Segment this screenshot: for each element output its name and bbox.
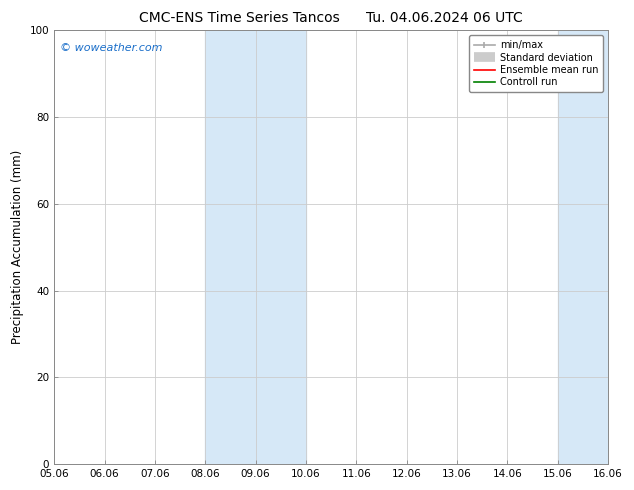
Bar [558, 30, 608, 464]
Bar [205, 30, 306, 464]
Title: CMC-ENS Time Series Tancos      Tu. 04.06.2024 06 UTC: CMC-ENS Time Series Tancos Tu. 04.06.202… [139, 11, 523, 25]
Legend: min/max, Standard deviation, Ensemble mean run, Controll run: min/max, Standard deviation, Ensemble me… [469, 35, 603, 92]
Text: © woweather.com: © woweather.com [60, 44, 162, 53]
Y-axis label: Precipitation Accumulation (mm): Precipitation Accumulation (mm) [11, 150, 24, 344]
